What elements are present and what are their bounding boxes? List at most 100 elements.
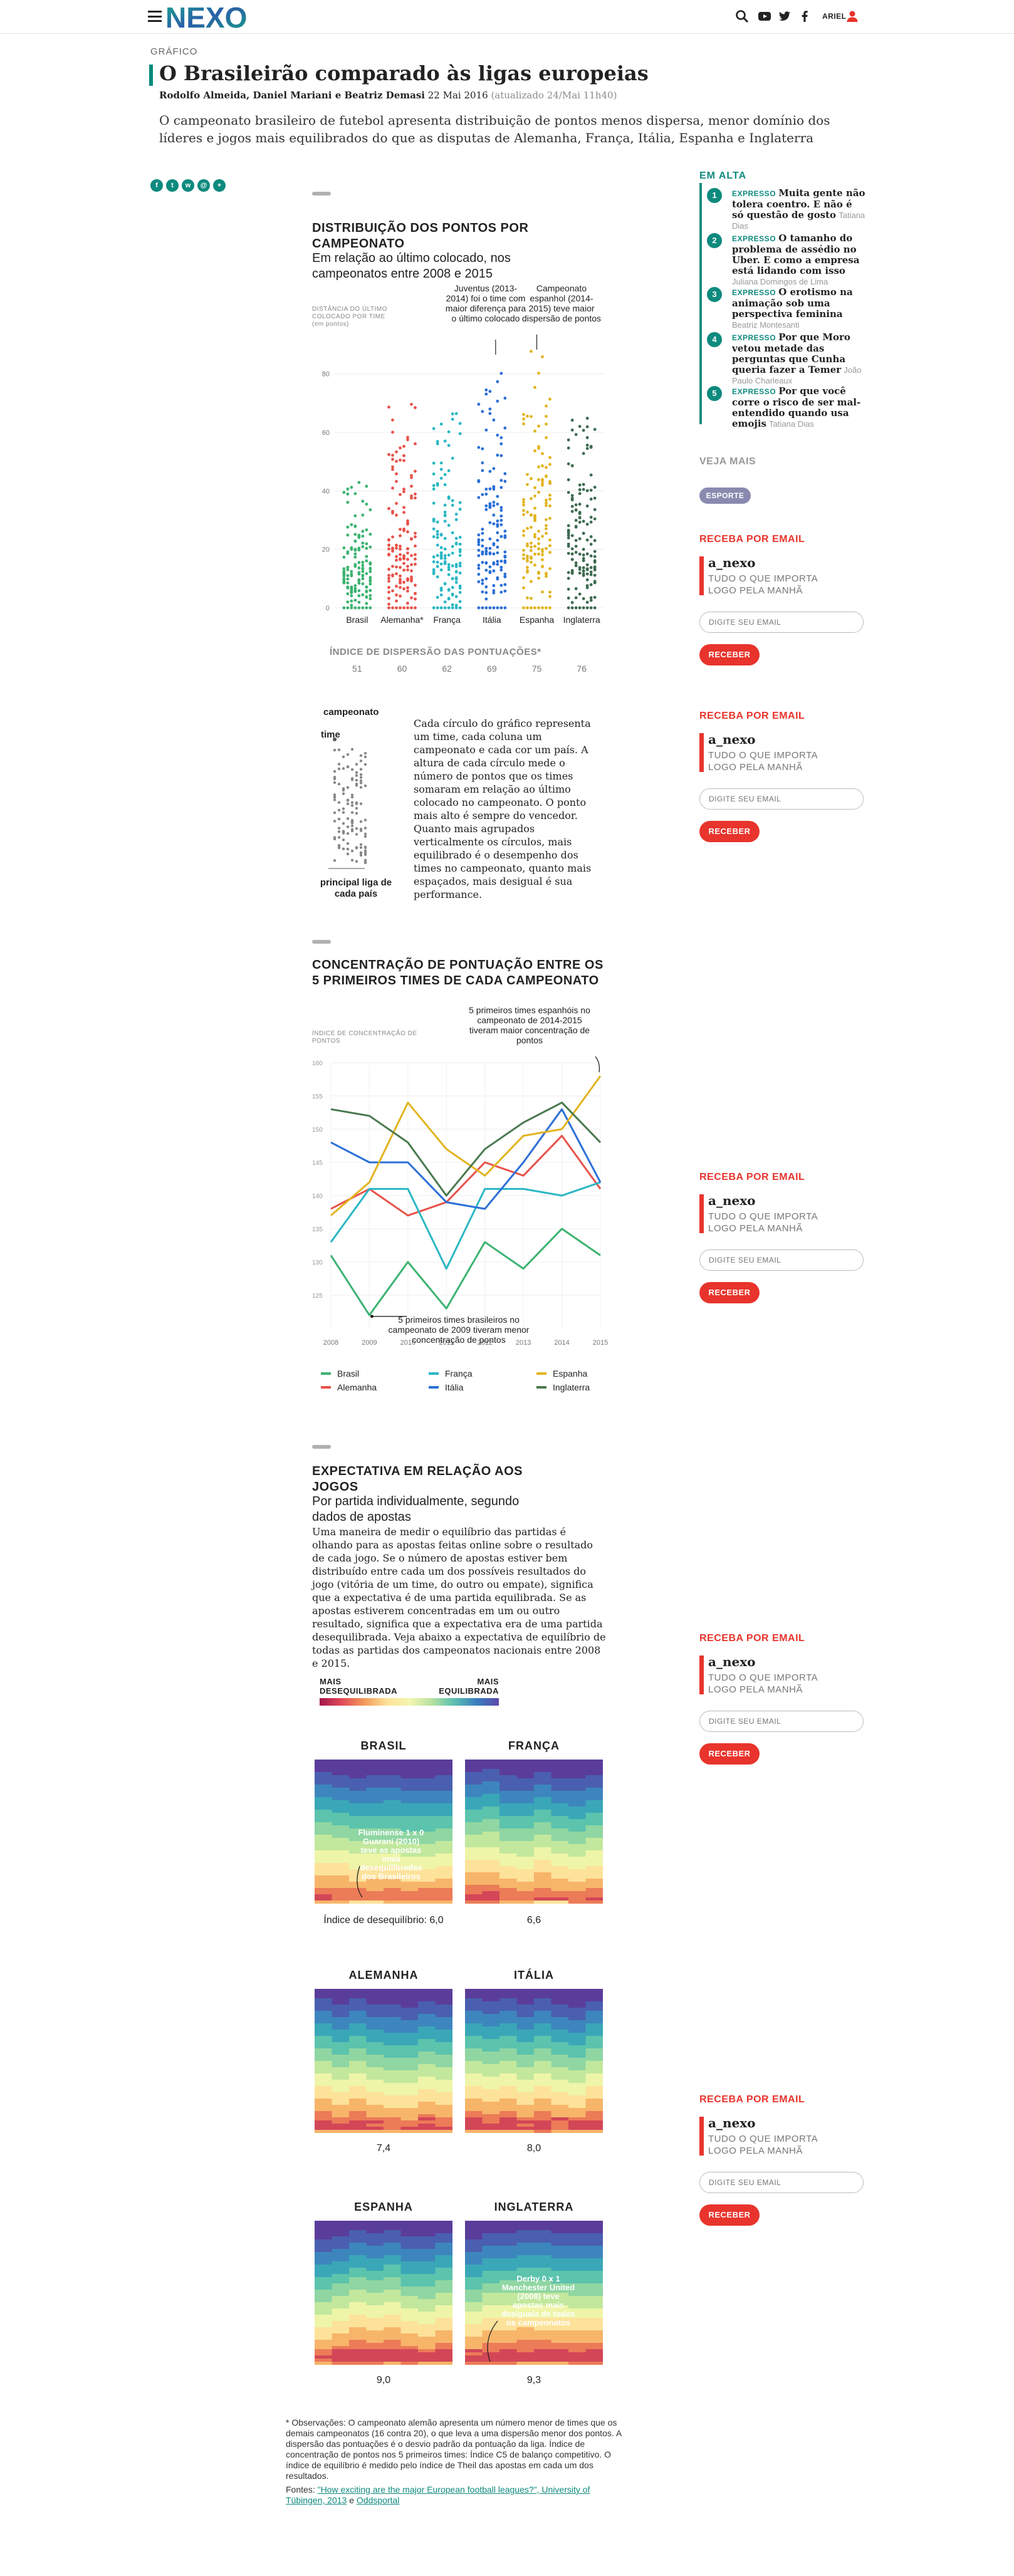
team-point [589,543,593,546]
team-point [357,581,361,585]
trending-title-link[interactable]: O erotismo na animação sob uma perspecti… [732,286,853,320]
trending-title-link[interactable]: Por que Moro vetou metade das perguntas … [732,331,850,375]
team-point [593,573,597,577]
heatmap-cell [482,2067,500,2071]
heatmap-cell [585,2036,603,2040]
heatmap-cell [568,1816,586,1820]
heatmap-cell [349,1810,367,1813]
legend-point [350,811,354,814]
heatmap-cell [315,2302,332,2306]
team-point [458,584,462,588]
team-point [589,570,593,574]
team-point [368,606,372,610]
heatmap-cell [551,2052,569,2055]
newsletter-submit-button[interactable]: RECEBER [699,2204,760,2226]
heatmap-cell [400,2346,419,2350]
youtube-icon[interactable] [757,9,772,24]
heatmap-cell [585,1785,603,1788]
heatmap-cell [349,2221,367,2224]
team-point [582,570,585,573]
team-point [353,548,357,551]
legend-point [346,765,350,768]
heatmap-cell [568,1860,586,1864]
facebook-share-icon[interactable]: f [150,179,163,192]
legend-point [363,784,367,788]
heatmap-cell [516,2315,535,2318]
legend-point [342,807,345,810]
team-point [499,565,503,569]
heatmap-cell [332,2265,350,2268]
team-point [391,465,394,469]
team-point [477,496,481,499]
heatmap-cell [418,2039,436,2043]
nexo-logo[interactable]: NEXO [164,3,271,31]
twitter-icon[interactable] [777,9,792,24]
newsletter-submit-button[interactable]: RECEBER [699,644,760,665]
team-point [484,388,488,392]
heatmap-cell [516,2127,535,2130]
imbalance-index-brasil: Índice de desequilíbrio: 6,0 [323,1915,444,1926]
newsletter-submit-button[interactable]: RECEBER [699,821,760,842]
hamburger-menu-icon[interactable] [148,11,162,22]
newsletter-email-input[interactable] [699,1249,864,1271]
newsletter-submit-button[interactable]: RECEBER [699,1282,760,1303]
newsletter-accent-bar [699,1656,704,1694]
newsletter-email-input[interactable] [699,2172,864,2193]
heatmap-cell [551,1866,569,1870]
heatmap-cell [400,1844,419,1848]
heatmap-cell [349,2008,367,2011]
heatmap-cell [366,2321,384,2325]
heatmap-cell [465,2243,483,2246]
heatmap-cell [349,2274,367,2278]
source-link-oddsportal[interactable]: Oddsportal [356,2495,400,2505]
heatmap-cell [499,1800,517,1804]
whatsapp-share-icon[interactable]: w [182,179,194,192]
newsletter-email-input[interactable] [699,1711,864,1732]
heatmap-cell [400,2080,419,2083]
trending-title-link[interactable]: O tamanho do problema de assédio no Uber… [732,232,860,276]
user-name[interactable]: ARIEL [822,12,847,21]
twitter-share-icon[interactable]: t [166,179,179,192]
heatmap-cell [482,2023,500,2027]
heatmap-cell [418,2302,436,2306]
heatmap-cell [534,1794,551,1798]
esporte-tag-button[interactable]: ESPORTE [699,488,751,504]
heatmap-cell [332,2352,350,2356]
heatmap-cell [482,1763,500,1766]
heatmap-cell [366,2337,384,2340]
heatmap-cell [568,2030,586,2033]
heatmap-cell [349,2261,367,2265]
heatmap-cell [418,2337,436,2340]
search-icon[interactable] [734,9,750,24]
user-icon[interactable] [845,9,860,24]
heatmap-cell [332,1785,350,1788]
team-point [432,501,436,505]
heatmap-cell [534,2095,551,2099]
heatmap-cell [332,2089,350,2093]
source-link-tubingen[interactable]: "How exciting are the major European foo… [286,2485,590,2505]
heatmap-cell [568,1785,586,1788]
team-point [481,606,484,610]
email-share-icon[interactable]: @ [197,179,210,192]
heatmap-cell [516,1885,535,1889]
trending-title-link[interactable]: Por que você corre o risco de ser mal-en… [732,385,861,429]
heatmap-cell [551,2312,569,2315]
team-point [589,520,593,524]
team-point [406,565,409,568]
heatmap-cell [418,1800,436,1804]
publish-date: 22 Mai 2016 [427,90,488,101]
heatmap-cell [418,1901,436,1904]
newsletter-email-input[interactable] [699,612,864,633]
trending-title-link[interactable]: Muita gente não tolera coentro. E não é … [732,187,865,221]
heatmap-cell [384,1850,401,1854]
heatmap-cell [585,1813,603,1817]
newsletter-email-input[interactable] [699,788,864,810]
team-point [481,528,484,531]
more-share-icon[interactable]: + [213,179,226,192]
heatmap-cell [465,2120,483,2124]
facebook-icon[interactable] [797,9,812,24]
heatmap-cell [418,1832,436,1835]
heatmap-cell [516,1998,535,2002]
newsletter-submit-button[interactable]: RECEBER [699,1743,760,1765]
heatmap-cell [465,2221,483,2224]
